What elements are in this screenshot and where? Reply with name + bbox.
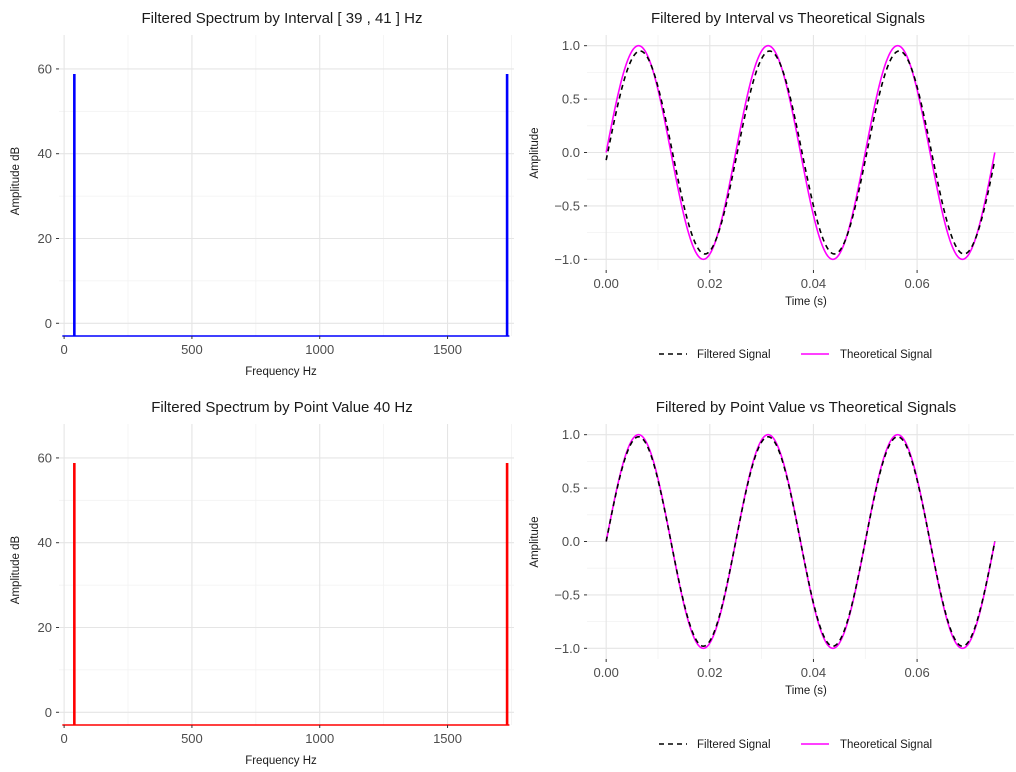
data-marks: [62, 463, 510, 726]
x-tick-label: 1000: [305, 342, 334, 357]
chart-title: Filtered by Point Value vs Theoretical S…: [656, 399, 956, 416]
chart-title: Filtered by Interval vs Theoretical Sign…: [651, 10, 925, 27]
axes: 0.00 0.02 0.04 0.06 −1.0 −0.5 0.0 0.5 1.0: [554, 38, 929, 291]
spectrum-point-panel: Filtered Spectrum by Point Value 40 Hz 0…: [10, 399, 514, 767]
y-tick-label: 20: [38, 231, 52, 246]
x-tick-label: 0: [60, 342, 67, 357]
y-tick-label: 0.0: [562, 534, 580, 549]
chart-title: Filtered Spectrum by Interval [ 39 , 41 …: [142, 10, 423, 27]
y-tick-label: 40: [38, 535, 52, 550]
x-axis-label: Frequency Hz: [245, 366, 317, 378]
chart-title: Filtered Spectrum by Point Value 40 Hz: [151, 399, 413, 416]
x-tick-label: 0.06: [904, 665, 929, 680]
legend: Filtered Signal Theoretical Signal: [659, 739, 932, 751]
y-tick-label: 1.0: [562, 38, 580, 53]
grid-lines: [587, 424, 1014, 659]
y-tick-label: −0.5: [554, 198, 580, 213]
x-tick-label: 0.02: [697, 276, 722, 291]
y-axis-label: Amplitude dB: [10, 146, 22, 215]
x-tick-label: 0: [60, 731, 67, 746]
x-tick-label: 0.00: [594, 276, 619, 291]
legend-label-theoretical: Theoretical Signal: [840, 349, 932, 361]
data-marks: [605, 433, 996, 650]
x-tick-label: 0.04: [801, 665, 826, 680]
y-tick-label: −1.0: [554, 252, 580, 267]
filtered-signal-line: [605, 50, 996, 255]
spectrum-interval-panel: Filtered Spectrum by Interval [ 39 , 41 …: [10, 10, 514, 378]
grid-lines: [59, 424, 514, 725]
y-tick-label: 60: [38, 450, 52, 465]
y-tick-label: 0: [45, 705, 52, 720]
x-tick-label: 1500: [433, 342, 462, 357]
y-tick-label: −1.0: [554, 641, 580, 656]
x-axis-label: Time (s): [785, 685, 827, 697]
y-tick-label: 40: [38, 146, 52, 161]
x-axis-label: Frequency Hz: [245, 755, 317, 767]
y-tick-label: 0.5: [562, 92, 580, 107]
x-tick-label: 500: [181, 731, 203, 746]
axes: 0 500 1000 1500 0 20 40 60: [38, 450, 462, 746]
x-tick-label: 500: [181, 342, 203, 357]
y-tick-label: 0: [45, 316, 52, 331]
legend-label-filtered: Filtered Signal: [697, 349, 771, 361]
y-tick-label: 20: [38, 620, 52, 635]
x-tick-label: 1500: [433, 731, 462, 746]
data-marks: [62, 74, 510, 337]
y-axis-label: Amplitude dB: [10, 535, 22, 604]
grid-lines: [59, 35, 514, 336]
legend: Filtered Signal Theoretical Signal: [659, 349, 932, 361]
y-tick-label: 1.0: [562, 427, 580, 442]
theoretical-signal-line: [605, 44, 996, 261]
y-axis-label: Amplitude: [529, 127, 541, 178]
y-tick-label: 0.5: [562, 481, 580, 496]
axes: 0 500 1000 1500 0 20 40 60: [38, 61, 462, 357]
y-tick-label: 0.0: [562, 145, 580, 160]
axes: 0.00 0.02 0.04 0.06 −1.0 −0.5 0.0 0.5 1.0: [554, 427, 929, 680]
y-tick-label: 60: [38, 61, 52, 76]
x-tick-label: 0.02: [697, 665, 722, 680]
grid-lines: [587, 35, 1014, 270]
filtered-signal-line: [605, 436, 996, 647]
x-tick-label: 0.00: [594, 665, 619, 680]
y-axis-label: Amplitude: [529, 516, 541, 567]
signals-point-panel: Filtered by Point Value vs Theoretical S…: [529, 399, 1014, 751]
legend-label-filtered: Filtered Signal: [697, 739, 771, 751]
x-axis-label: Time (s): [785, 296, 827, 308]
x-tick-label: 0.06: [904, 276, 929, 291]
y-tick-label: −0.5: [554, 587, 580, 602]
data-marks: [605, 44, 996, 261]
x-tick-label: 0.04: [801, 276, 826, 291]
signals-interval-panel: Filtered by Interval vs Theoretical Sign…: [529, 10, 1014, 361]
x-tick-label: 1000: [305, 731, 334, 746]
legend-label-theoretical: Theoretical Signal: [840, 739, 932, 751]
